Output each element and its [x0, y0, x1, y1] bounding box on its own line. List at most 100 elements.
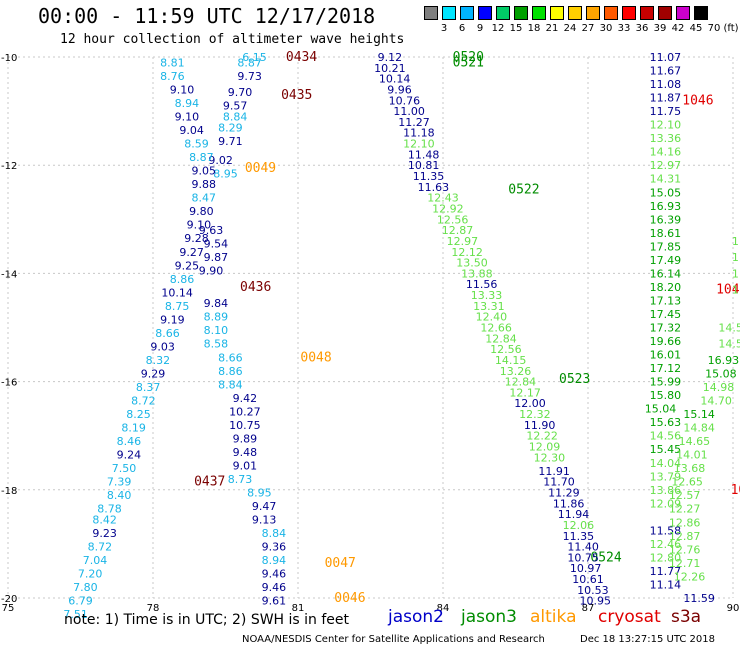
wave-height-value: 8.72	[88, 541, 113, 554]
map-title: 00:00 - 11:59 UTC 12/17/2018	[38, 4, 376, 28]
wave-height-value: 9.01	[233, 459, 258, 472]
y-tick-label: -20	[1, 594, 17, 605]
wave-height-value: 9.10	[170, 83, 195, 96]
wave-height-value: 12.46	[650, 538, 682, 551]
wave-height-value: 14.98	[703, 381, 735, 394]
x-tick-label: 81	[292, 603, 305, 614]
wave-height-value: 9.89	[233, 432, 258, 445]
wave-height-value: 15.14	[683, 408, 715, 421]
colorbar-label: 70	[707, 23, 721, 34]
wave-height-value: 8.73	[228, 473, 253, 486]
colorbar-swatch	[658, 6, 672, 20]
pass-id-label: 1046	[682, 93, 713, 108]
wave-height-value: 9.61	[262, 595, 287, 608]
y-tick-label: -18	[1, 486, 17, 497]
wave-height-value: 15.63	[650, 416, 682, 429]
wave-height-value: 9.03	[150, 340, 175, 353]
wave-height-value: 10.27	[229, 405, 261, 418]
wave-height-value: 8.10	[204, 324, 229, 337]
wave-height-value: 12.86	[669, 516, 701, 529]
wave-height-value: 6.79	[68, 595, 93, 608]
footnote: note: 1) Time is in UTC; 2) SWH is in fe…	[64, 612, 350, 628]
colorbar-swatch	[532, 6, 546, 20]
pass-id-label: 0523	[559, 372, 590, 387]
wave-height-value: 9.71	[218, 135, 243, 148]
colorbar-label: 3	[440, 23, 448, 34]
wave-height-value: 10.14	[379, 73, 411, 86]
wave-height-value: 15.08	[705, 367, 737, 380]
wave-height-value: 8.25	[126, 408, 151, 421]
wave-height-value: 10.76	[389, 94, 421, 107]
generated-timestamp: Dec 18 13:27:15 UTC 2018	[580, 634, 715, 645]
wave-height-value: 8.72	[131, 395, 156, 408]
colorbar-swatch	[514, 6, 528, 20]
wave-height-value: 13.26	[500, 365, 532, 378]
colorbar-swatch	[622, 6, 636, 20]
wave-height-value: 11.59	[683, 592, 715, 605]
wave-height-value: 11.94	[558, 508, 590, 521]
wave-height-value: 10.97	[570, 562, 602, 575]
wave-height-value: 9.10	[187, 219, 212, 232]
wave-height-value: 9.05	[192, 165, 217, 178]
wave-height-value: 12.87	[669, 530, 701, 543]
wave-height-value: 8.47	[192, 192, 217, 205]
colorbar-swatch	[550, 6, 564, 20]
wave-height-value: 12.84	[485, 332, 517, 345]
wave-height-value: 13.31	[473, 300, 505, 313]
wave-height-value: 10.21	[374, 62, 406, 75]
wave-height-value: 9.88	[192, 178, 217, 191]
y-tick-label: -12	[1, 161, 17, 172]
wave-height-value: 13.68	[674, 462, 706, 475]
wave-height-value: 12.56	[437, 213, 469, 226]
wave-height-value: 13.86	[650, 484, 682, 497]
wave-height-value: 1	[732, 284, 739, 297]
wave-height-value: 12.32	[519, 408, 551, 421]
wave-height-value: 10.95	[580, 595, 612, 608]
colorbar-swatch	[676, 6, 690, 20]
wave-height-value: 9.36	[262, 541, 287, 554]
wave-height-value: 9.63	[199, 224, 224, 237]
wave-height-value: 8.84	[218, 378, 243, 391]
pass-id-label: 0435	[281, 88, 312, 103]
pass-id-label: 0436	[240, 280, 271, 295]
colorbar-label: 39	[653, 23, 667, 34]
colorbar-label: 45	[689, 23, 703, 34]
colorbar-swatch	[694, 6, 708, 20]
x-tick-label: 75	[2, 603, 15, 614]
wave-height-value: 8.58	[204, 338, 229, 351]
axis-labels: 75 78 81 84 87 90 -10 -12 -14 -16 -18 -20	[1, 53, 739, 614]
wave-height-value: 10.61	[572, 573, 604, 586]
colorbar-label: 24	[563, 23, 577, 34]
wave-height-value: 9.28	[184, 232, 209, 245]
colorbar-label: 18	[527, 23, 541, 34]
wave-height-value: 15.45	[650, 443, 682, 456]
colorbar-label: 42	[671, 23, 685, 34]
wave-height-value: 12.97	[650, 159, 682, 172]
colorbar-swatch	[442, 6, 456, 20]
pass-id-label: 0049	[245, 161, 276, 176]
wave-height-value: 1	[732, 251, 739, 264]
wave-height-value: 10.14	[161, 286, 193, 299]
wave-height-value: 17.45	[650, 308, 682, 321]
wave-height-value: 11.70	[543, 476, 575, 489]
wave-height-value: 14.65	[679, 435, 711, 448]
legend-cryosat: cryosat	[598, 607, 661, 627]
wave-height-value: 12.09	[529, 441, 561, 454]
wave-height-value: 14.84	[683, 422, 715, 435]
wave-height-value: 9.42	[233, 392, 258, 405]
wave-height-value: 15.99	[650, 376, 682, 389]
wave-height-value: 14.5	[718, 338, 740, 351]
colorbar-unit: (ft)	[723, 23, 739, 34]
wave-height-value: 15.05	[650, 186, 682, 199]
wave-height-value: 9.54	[204, 238, 229, 251]
wave-height-value: 9.27	[179, 246, 204, 259]
wave-height-value: 9.10	[175, 111, 200, 124]
wave-height-value: 9.46	[262, 568, 287, 581]
wave-height-value: 14.5	[718, 322, 740, 335]
colorbar-label: 15	[509, 23, 523, 34]
wave-height-value: 8.42	[92, 514, 117, 527]
colorbar-label: 36	[635, 23, 649, 34]
y-tick-label: -10	[1, 53, 17, 64]
wave-height-value: 10.75	[229, 419, 261, 432]
colorbar-swatch	[496, 6, 510, 20]
